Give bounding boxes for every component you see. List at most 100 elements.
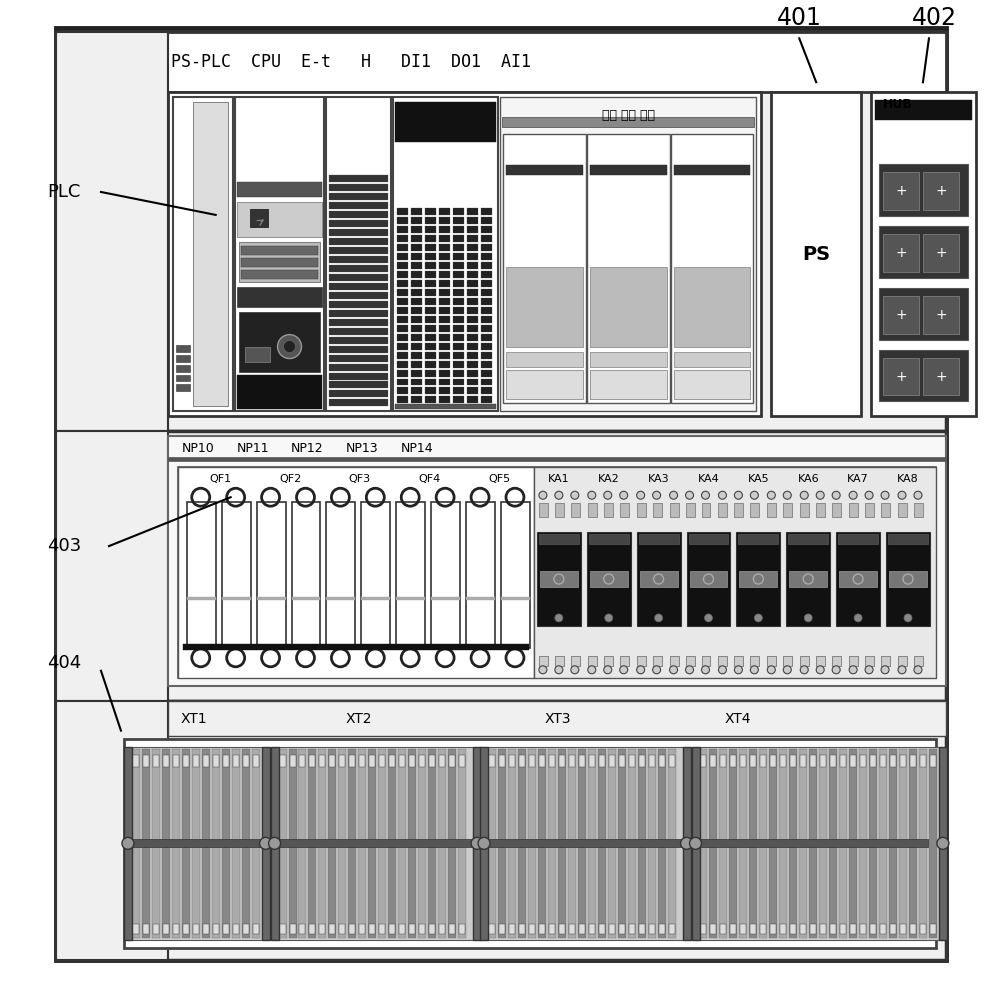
Bar	[849, 503, 858, 518]
Bar	[620, 656, 629, 666]
Text: HUB: HUB	[883, 98, 913, 110]
Bar	[730, 924, 736, 934]
Bar	[419, 754, 425, 766]
Bar	[243, 924, 249, 934]
Bar	[909, 748, 917, 938]
Bar	[669, 754, 675, 766]
Bar	[425, 396, 436, 403]
Bar	[329, 754, 335, 766]
Bar	[459, 924, 465, 934]
Bar	[411, 252, 422, 259]
Bar	[239, 312, 320, 372]
Bar	[397, 235, 408, 242]
Bar	[669, 924, 675, 934]
Circle shape	[555, 666, 563, 673]
Bar	[411, 289, 422, 296]
Text: NP10: NP10	[181, 442, 214, 455]
Bar	[809, 748, 817, 938]
Bar	[163, 924, 169, 934]
Bar	[800, 503, 809, 518]
Bar	[518, 748, 526, 938]
Bar	[439, 333, 450, 340]
Bar	[750, 754, 756, 766]
Bar	[411, 352, 422, 359]
Bar	[689, 534, 728, 544]
Bar	[389, 754, 395, 766]
Circle shape	[702, 491, 709, 499]
Bar	[243, 754, 249, 766]
Bar	[692, 746, 700, 940]
Bar	[439, 361, 450, 368]
Bar	[481, 370, 492, 377]
Bar	[881, 503, 890, 518]
Bar	[239, 242, 320, 282]
Bar	[671, 134, 753, 403]
Circle shape	[637, 491, 645, 499]
Circle shape	[865, 666, 873, 673]
Text: NP14: NP14	[401, 442, 434, 455]
Bar	[396, 597, 425, 599]
Bar	[425, 370, 436, 377]
Bar	[453, 226, 464, 233]
Bar	[289, 748, 297, 938]
Bar	[539, 503, 548, 518]
Circle shape	[704, 614, 712, 622]
Bar	[509, 754, 515, 766]
Bar	[653, 656, 662, 666]
Bar	[898, 656, 907, 666]
Circle shape	[865, 491, 873, 499]
Bar	[397, 307, 408, 314]
Bar	[700, 748, 707, 938]
Bar	[898, 503, 907, 518]
Bar	[640, 571, 678, 587]
Bar	[590, 165, 667, 175]
Bar	[590, 370, 667, 399]
Bar	[589, 924, 595, 934]
Bar	[425, 342, 436, 350]
Bar	[187, 597, 216, 599]
Bar	[326, 502, 355, 648]
Bar	[840, 754, 846, 766]
Bar	[579, 754, 585, 766]
Bar	[559, 754, 565, 766]
Bar	[411, 235, 422, 242]
Bar	[499, 924, 505, 934]
Bar	[923, 172, 959, 210]
Bar	[639, 924, 645, 934]
Bar	[481, 342, 492, 350]
Bar	[369, 924, 375, 934]
Bar	[481, 208, 492, 215]
Bar	[292, 597, 320, 599]
Bar	[686, 656, 695, 666]
Bar	[500, 98, 756, 411]
Bar	[690, 571, 727, 587]
Bar	[629, 754, 635, 766]
Bar	[599, 754, 605, 766]
Bar	[529, 754, 535, 766]
Bar	[800, 656, 809, 666]
Bar	[425, 217, 436, 224]
Bar	[176, 344, 190, 352]
Text: PLC: PLC	[47, 183, 80, 201]
Circle shape	[637, 666, 645, 673]
Text: KA4: KA4	[698, 474, 719, 484]
Bar	[453, 298, 464, 305]
Bar	[674, 165, 750, 175]
Bar	[425, 244, 436, 250]
Bar	[890, 754, 896, 766]
Bar	[453, 208, 464, 215]
Bar	[883, 296, 919, 333]
Bar	[875, 101, 972, 120]
Bar	[683, 746, 691, 940]
Bar	[467, 217, 478, 224]
Bar	[453, 333, 464, 340]
Circle shape	[604, 491, 612, 499]
Circle shape	[914, 491, 922, 499]
Bar	[411, 379, 422, 386]
Circle shape	[718, 491, 726, 499]
Bar	[223, 754, 229, 766]
Bar	[910, 754, 916, 766]
Bar	[453, 352, 464, 359]
Bar	[359, 754, 365, 766]
Bar	[449, 754, 455, 766]
